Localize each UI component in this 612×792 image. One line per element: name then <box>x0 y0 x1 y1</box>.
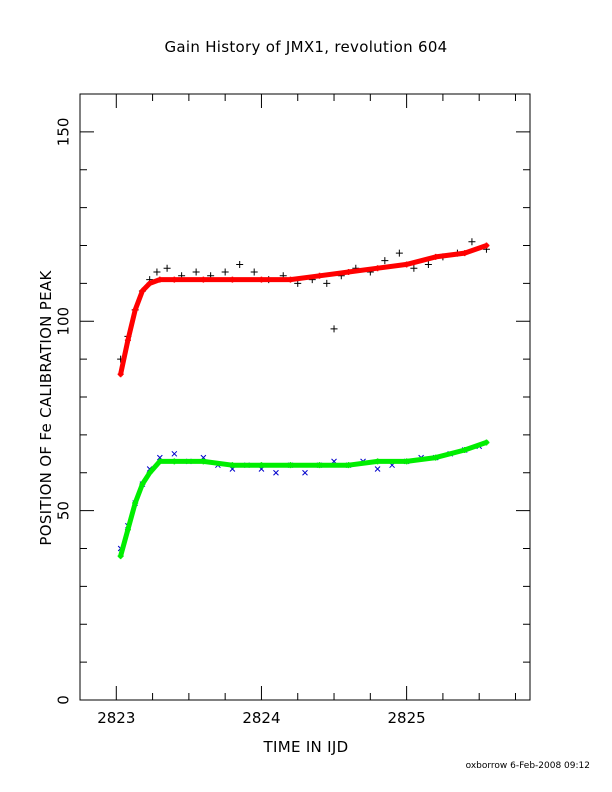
fit-point <box>345 462 352 469</box>
series-1 <box>117 242 490 378</box>
fit-point <box>374 265 381 272</box>
y-tick-label: 0 <box>55 695 73 705</box>
fit-point <box>287 462 294 469</box>
fit-point <box>124 526 131 533</box>
fit-point <box>258 276 265 283</box>
fit-point <box>229 276 236 283</box>
data-point <box>381 257 389 265</box>
fit-point <box>461 250 468 257</box>
fit-point <box>200 276 207 283</box>
fit-point <box>146 280 153 287</box>
fit-point <box>117 553 124 560</box>
fit-point <box>132 500 139 507</box>
data-point <box>330 325 338 333</box>
fit-point <box>200 458 207 465</box>
data-point <box>153 268 161 276</box>
data-point <box>410 264 418 272</box>
x-tick-label: 2823 <box>97 709 135 727</box>
fit-line <box>118 243 489 377</box>
data-point <box>424 260 432 268</box>
fit-point <box>483 242 490 249</box>
fit-point <box>132 306 139 313</box>
fit-point <box>483 439 490 446</box>
fit-point <box>374 458 381 465</box>
y-tick-label: 100 <box>55 307 73 336</box>
data-point <box>302 469 308 476</box>
fit-point <box>156 276 163 283</box>
fit-point <box>403 458 410 465</box>
y-axis-label: POSITION OF Fe CALIBRATION PEAK <box>37 270 55 546</box>
x-axis: 2823 2824 2825 <box>79 94 516 727</box>
plot-frame <box>79 93 531 701</box>
fit-point <box>403 261 410 268</box>
data-point <box>374 466 381 472</box>
data-point <box>323 279 331 287</box>
fit-point <box>171 458 178 465</box>
data-point <box>163 264 171 272</box>
fit-point <box>171 276 178 283</box>
x-tick-label: 2825 <box>388 709 426 727</box>
data-point <box>468 238 476 246</box>
credit-footer: oxborrow 6-Feb-2008 09:12 <box>465 761 590 771</box>
series-layer <box>117 238 490 560</box>
fit-point <box>156 458 163 465</box>
fit-point <box>117 371 124 378</box>
fit-point <box>316 462 323 469</box>
series-3 <box>117 439 490 560</box>
x-tick-label: 2824 <box>242 709 280 727</box>
data-point <box>236 260 244 268</box>
y-axis: 0 50 100 150 <box>55 93 530 705</box>
y-tick-label: 150 <box>55 118 73 147</box>
fit-point <box>345 269 352 276</box>
fit-point <box>432 253 439 260</box>
fit-point <box>287 276 294 283</box>
fit-point <box>139 481 146 488</box>
fit-point <box>124 337 131 344</box>
fit-line <box>118 439 489 559</box>
fit-point <box>432 454 439 461</box>
data-point <box>250 268 258 276</box>
chart-title: Gain History of JMX1, revolution 604 <box>164 38 448 56</box>
fit-point <box>139 287 146 294</box>
data-point <box>192 268 200 276</box>
fit-point <box>146 469 153 476</box>
fit-point <box>229 462 236 469</box>
y-tick-label: 50 <box>55 501 73 520</box>
x-axis-label: TIME IN IJD <box>263 738 349 756</box>
fit-point <box>258 462 265 469</box>
data-point <box>171 450 178 457</box>
data-point <box>221 268 229 276</box>
data-point <box>395 249 403 257</box>
fit-point <box>461 447 468 454</box>
data-point <box>273 469 279 476</box>
fit-point <box>316 272 323 279</box>
